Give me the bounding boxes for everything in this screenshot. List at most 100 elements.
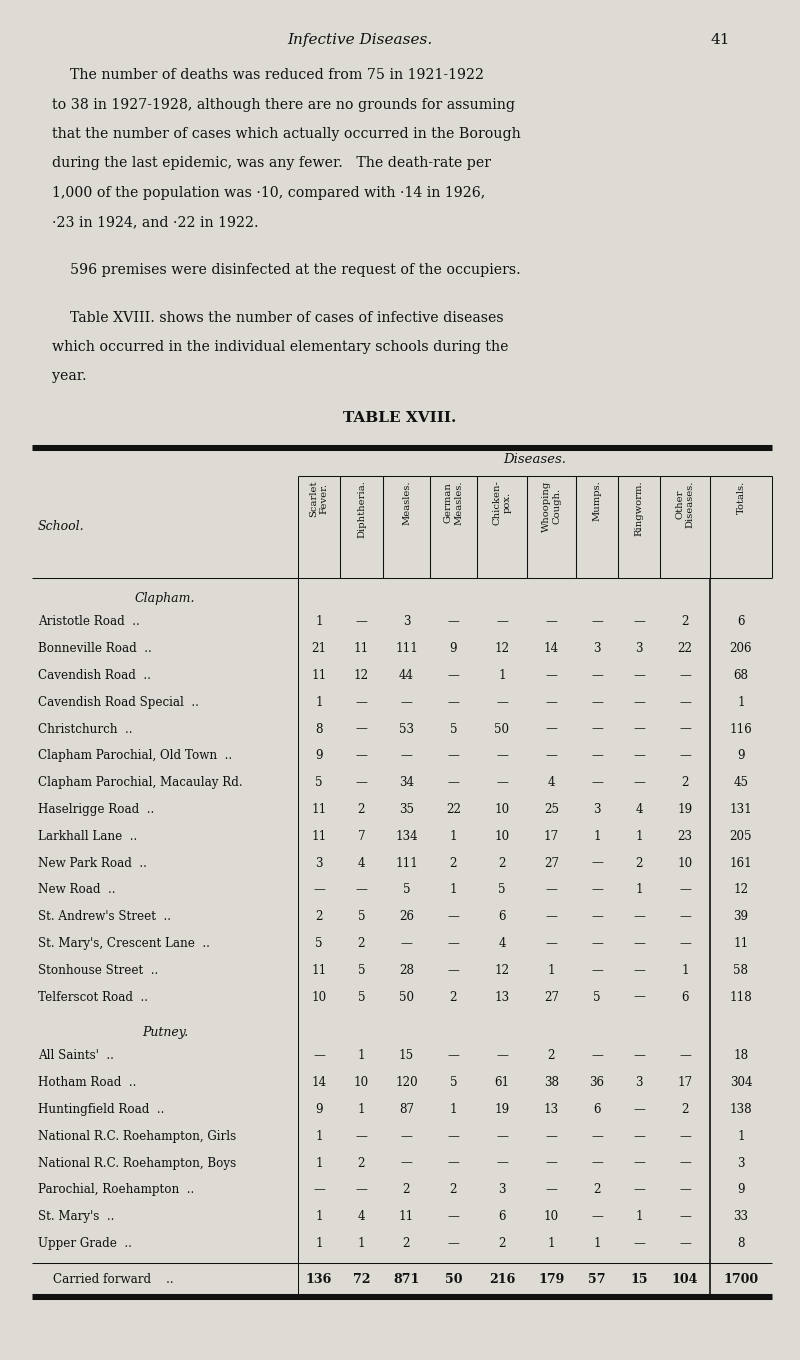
Text: National R.C. Roehampton, Girls: National R.C. Roehampton, Girls <box>38 1130 236 1142</box>
Text: 15: 15 <box>630 1273 648 1287</box>
Text: —: — <box>401 749 413 763</box>
Text: Chicken-
pox.: Chicken- pox. <box>492 480 512 525</box>
Text: Parochial, Roehampton  ..: Parochial, Roehampton .. <box>38 1183 194 1197</box>
Text: during the last epidemic, was any fewer.   The death-rate per: during the last epidemic, was any fewer.… <box>52 156 491 170</box>
Text: —: — <box>447 1210 459 1223</box>
Text: 1: 1 <box>315 1210 323 1223</box>
Text: —: — <box>496 1130 508 1142</box>
Text: 6: 6 <box>498 910 506 923</box>
Text: School.: School. <box>38 520 85 533</box>
Text: 11: 11 <box>311 802 326 816</box>
Text: Ringworm.: Ringworm. <box>634 480 643 536</box>
Text: 19: 19 <box>678 802 693 816</box>
Text: —: — <box>679 884 691 896</box>
Text: —: — <box>679 669 691 681</box>
Text: 5: 5 <box>594 990 601 1004</box>
Text: 3: 3 <box>498 1183 506 1197</box>
Text: —: — <box>633 1238 645 1250</box>
Text: 10: 10 <box>678 857 693 869</box>
Text: Whooping
Cough.: Whooping Cough. <box>542 480 562 532</box>
Text: —: — <box>447 749 459 763</box>
Text: Stonhouse Street  ..: Stonhouse Street .. <box>38 964 158 976</box>
Text: —: — <box>447 1156 459 1170</box>
Text: 1: 1 <box>315 615 323 628</box>
Text: 1: 1 <box>315 696 323 709</box>
Text: —: — <box>679 1156 691 1170</box>
Text: 205: 205 <box>730 830 752 843</box>
Text: Diseases.: Diseases. <box>503 453 566 466</box>
Text: 14: 14 <box>544 642 559 656</box>
Text: 4: 4 <box>635 802 642 816</box>
Text: —: — <box>546 669 558 681</box>
Text: —: — <box>355 1183 367 1197</box>
Text: —: — <box>591 749 603 763</box>
Text: 72: 72 <box>353 1273 370 1287</box>
Text: 2: 2 <box>450 1183 458 1197</box>
Text: Carried forward    ..: Carried forward .. <box>38 1273 174 1287</box>
Text: —: — <box>546 722 558 736</box>
Text: —: — <box>313 1183 325 1197</box>
Text: 116: 116 <box>730 722 752 736</box>
Text: —: — <box>679 1210 691 1223</box>
Text: —: — <box>591 884 603 896</box>
Text: —: — <box>591 777 603 789</box>
Text: 23: 23 <box>678 830 693 843</box>
Text: —: — <box>591 1156 603 1170</box>
Text: —: — <box>496 777 508 789</box>
Text: St. Mary's, Crescent Lane  ..: St. Mary's, Crescent Lane .. <box>38 937 210 951</box>
Text: St. Andrew's Street  ..: St. Andrew's Street .. <box>38 910 171 923</box>
Text: —: — <box>679 1183 691 1197</box>
Text: —: — <box>355 615 367 628</box>
Text: which occurred in the individual elementary schools during the: which occurred in the individual element… <box>52 340 509 354</box>
Text: 11: 11 <box>311 669 326 681</box>
Text: 1: 1 <box>450 884 458 896</box>
Text: 4: 4 <box>548 777 555 789</box>
Text: Upper Grade  ..: Upper Grade .. <box>38 1238 132 1250</box>
Text: Cavendish Road Special  ..: Cavendish Road Special .. <box>38 696 199 709</box>
Text: Clapham.: Clapham. <box>134 592 195 605</box>
Text: —: — <box>633 669 645 681</box>
Text: 5: 5 <box>358 990 366 1004</box>
Text: St. Mary's  ..: St. Mary's .. <box>38 1210 114 1223</box>
Text: 50: 50 <box>445 1273 462 1287</box>
Text: 5: 5 <box>402 884 410 896</box>
Text: 11: 11 <box>311 964 326 976</box>
Text: 3: 3 <box>594 642 601 656</box>
Text: 6: 6 <box>738 615 745 628</box>
Text: 9: 9 <box>738 1183 745 1197</box>
Text: —: — <box>447 777 459 789</box>
Text: Clapham Parochial, Old Town  ..: Clapham Parochial, Old Town .. <box>38 749 232 763</box>
Text: 2: 2 <box>358 937 366 951</box>
Text: 26: 26 <box>399 910 414 923</box>
Text: —: — <box>546 910 558 923</box>
Text: 104: 104 <box>672 1273 698 1287</box>
Text: —: — <box>447 1130 459 1142</box>
Text: —: — <box>546 884 558 896</box>
Text: to 38 in 1927-1928, although there are no grounds for assuming: to 38 in 1927-1928, although there are n… <box>52 98 515 112</box>
Text: —: — <box>401 1130 413 1142</box>
Text: —: — <box>447 696 459 709</box>
Text: —: — <box>546 615 558 628</box>
Text: 4: 4 <box>498 937 506 951</box>
Text: 58: 58 <box>734 964 749 976</box>
Text: that the number of cases which actually occurred in the Borough: that the number of cases which actually … <box>52 126 521 141</box>
Text: 134: 134 <box>395 830 418 843</box>
Text: Cavendish Road  ..: Cavendish Road .. <box>38 669 151 681</box>
Text: 2: 2 <box>498 1238 506 1250</box>
Text: —: — <box>591 615 603 628</box>
Text: 36: 36 <box>590 1076 605 1089</box>
Text: 1: 1 <box>548 1238 555 1250</box>
Text: 111: 111 <box>395 857 418 869</box>
Text: 1: 1 <box>737 696 745 709</box>
Text: 28: 28 <box>399 964 414 976</box>
Text: 2: 2 <box>450 857 458 869</box>
Text: —: — <box>447 1238 459 1250</box>
Text: 12: 12 <box>354 669 369 681</box>
Text: 12: 12 <box>494 964 510 976</box>
Text: —: — <box>546 749 558 763</box>
Text: 53: 53 <box>399 722 414 736</box>
Text: 1: 1 <box>548 964 555 976</box>
Text: —: — <box>679 1050 691 1062</box>
Text: —: — <box>591 857 603 869</box>
Text: 2: 2 <box>682 615 689 628</box>
